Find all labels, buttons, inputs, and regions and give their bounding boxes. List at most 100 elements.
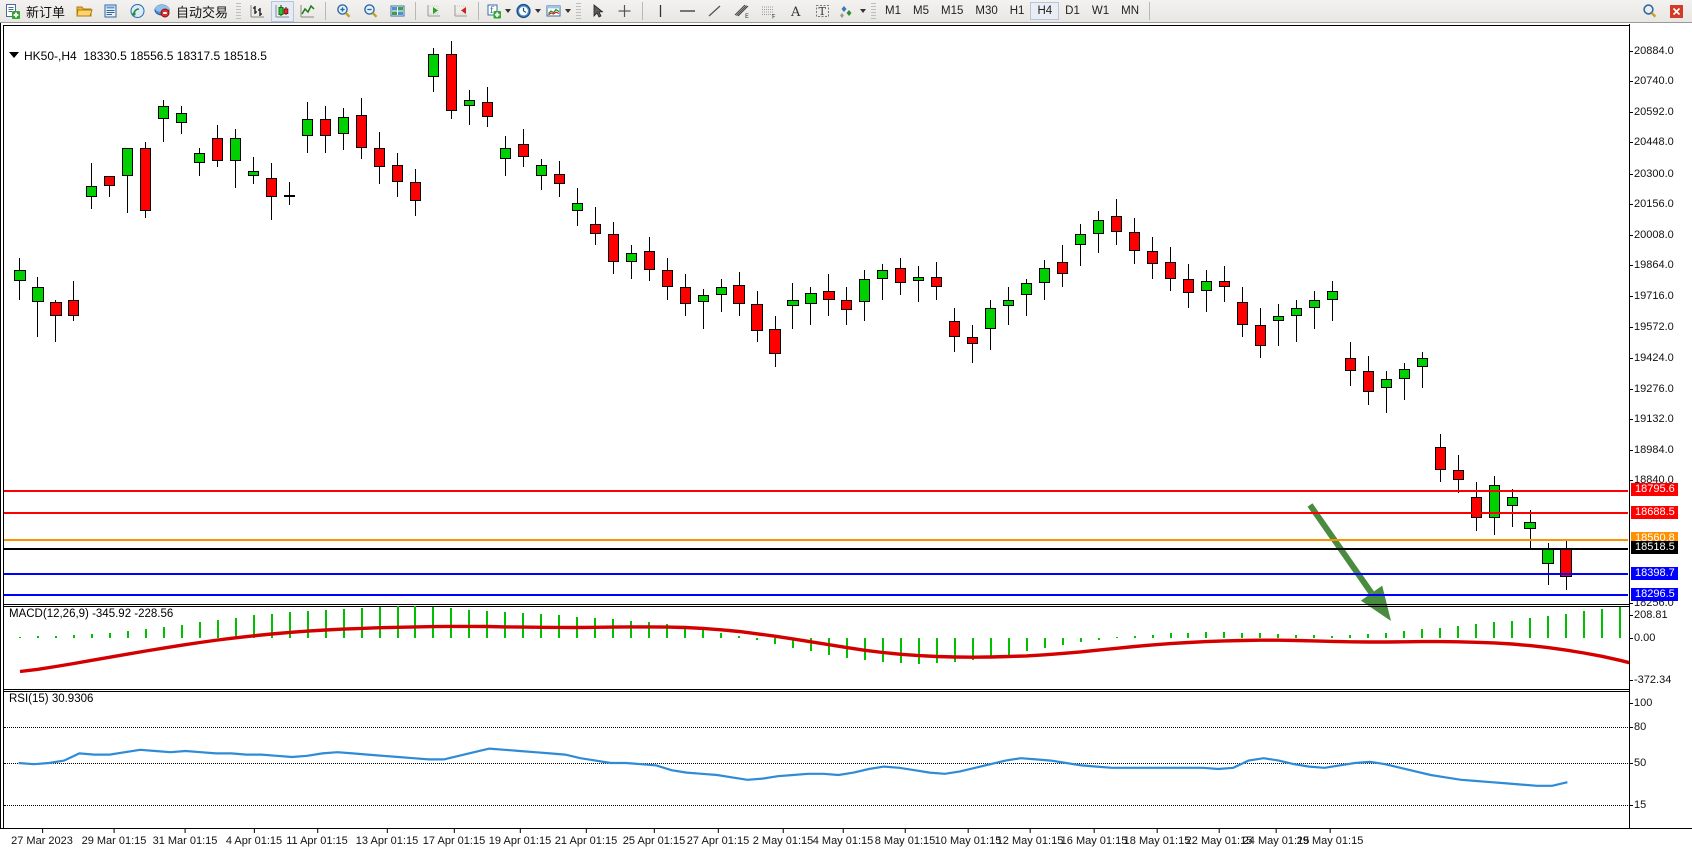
timeframe-w1[interactable]: W1 <box>1091 5 1110 17</box>
candlestick <box>1506 23 1518 623</box>
search-button[interactable] <box>1636 1 1663 22</box>
time-axis-tick: 18 May 01:15 <box>1123 828 1191 847</box>
price-level-line-support[interactable] <box>4 594 1628 597</box>
candle-wick <box>1080 223 1082 266</box>
candlestick <box>481 23 493 623</box>
candlestick-chart-button[interactable] <box>271 0 295 22</box>
timeframe-h1[interactable]: H1 <box>1009 5 1025 17</box>
price-scale[interactable]: 20884.0 20740.0 20592.0 20448.0 20300.0 20156… <box>1629 24 1692 858</box>
candle-wick <box>1511 488 1513 527</box>
candle-body <box>320 118 332 136</box>
price-level-line-pivot[interactable] <box>4 538 1628 541</box>
shapes-button[interactable] <box>836 1 868 22</box>
shapes-dropdown-caret[interactable] <box>860 9 867 13</box>
line-chart-button[interactable] <box>294 1 321 22</box>
cursor-button[interactable] <box>584 1 611 22</box>
candlestick <box>859 23 871 623</box>
templates-dropdown-caret[interactable] <box>565 9 572 13</box>
timeframe-d1[interactable]: D1 <box>1065 5 1080 17</box>
macd-histogram-bar <box>1187 632 1190 638</box>
timeframe-m5[interactable]: M5 <box>913 5 929 17</box>
candlestick <box>463 23 475 623</box>
autoscroll-button[interactable] <box>420 1 447 22</box>
time-axis[interactable]: 27 Mar 2023 29 Mar 01:15 31 Mar 01:15 4 Apr… <box>0 828 1692 859</box>
candle-body <box>1416 358 1428 367</box>
signals-icon <box>130 4 145 18</box>
price-level-label-resistance[interactable]: 18688.5 <box>1631 505 1678 519</box>
toolbar-grip-3[interactable] <box>871 2 877 20</box>
equidistant-channel-button[interactable]: E <box>728 1 755 22</box>
time-axis-tick: 27 Mar 2023 <box>11 828 73 847</box>
price-level-line-support[interactable] <box>4 573 1628 576</box>
macd-histogram-bar <box>1439 627 1442 638</box>
candle-body <box>1344 358 1356 372</box>
bar-chart-button[interactable] <box>244 1 271 22</box>
macd-histogram-bar <box>198 622 201 638</box>
time-axis-tick: 8 May 01:15 <box>874 828 936 847</box>
macd-rsi-separator <box>3 689 1630 690</box>
chart-menu-triangle-icon[interactable] <box>9 52 19 58</box>
chart-grid-button[interactable] <box>384 1 411 22</box>
price-level-line-resistance[interactable] <box>4 512 1628 515</box>
price-level-label-support[interactable]: 18398.7 <box>1631 566 1678 580</box>
price-level-line-resistance[interactable] <box>4 489 1628 492</box>
toolbar-grip[interactable] <box>236 2 242 20</box>
candle-body <box>1128 232 1141 252</box>
price-level-label-current[interactable]: 18518.5 <box>1631 541 1678 555</box>
candlestick <box>355 23 368 623</box>
candle-body <box>355 114 368 149</box>
macd-histogram-bar <box>612 618 615 638</box>
periods-button[interactable] <box>513 1 543 22</box>
templates-button[interactable] <box>543 1 573 22</box>
candle-body <box>1380 379 1392 388</box>
signals-button[interactable] <box>124 1 151 22</box>
candlestick <box>715 23 727 623</box>
open-file-button[interactable] <box>70 1 97 22</box>
chart-canvas[interactable]: HK50-,H4 18330.5 18556.5 18317.5 18518.5… <box>0 23 1692 858</box>
candle-body <box>1254 324 1266 346</box>
auto-trading-button[interactable]: 自动交易 <box>151 1 233 22</box>
trendline-button[interactable] <box>701 1 728 22</box>
candlestick <box>1560 23 1572 623</box>
candle-wick <box>1529 509 1531 548</box>
text-button[interactable]: A <box>782 1 809 22</box>
search-icon <box>1643 4 1657 18</box>
terminal-button[interactable] <box>97 1 124 22</box>
macd-histogram-bar <box>1403 631 1406 638</box>
vertical-line-button[interactable] <box>647 1 674 22</box>
candle-body <box>1272 316 1284 321</box>
timeframe-m1[interactable]: M1 <box>885 5 902 17</box>
candle-body <box>176 112 188 124</box>
price-level-label-resistance[interactable]: 18795.6 <box>1631 483 1678 497</box>
horizontal-line-button[interactable] <box>674 1 701 22</box>
indicators-button[interactable]: f <box>483 1 513 22</box>
indicators-dropdown-caret[interactable] <box>505 9 512 13</box>
timeframe-h4[interactable]: H4 <box>1030 2 1060 20</box>
macd-histogram-bar <box>486 610 489 638</box>
price-level-label-support[interactable]: 18296.5 <box>1631 587 1678 601</box>
chart-shift-button[interactable] <box>447 1 474 22</box>
text-label-button[interactable]: T <box>809 1 836 22</box>
crosshair-button[interactable] <box>611 1 638 22</box>
window-close-button[interactable] <box>1663 1 1690 22</box>
candle-body <box>1326 291 1338 300</box>
timeframe-m15[interactable]: M15 <box>941 5 964 17</box>
timeframe-mn[interactable]: MN <box>1121 5 1139 17</box>
candlestick <box>1128 23 1141 623</box>
macd-histogram-bar <box>1223 632 1226 638</box>
periods-dropdown-caret[interactable] <box>535 9 542 13</box>
candlestick <box>122 23 134 623</box>
candlestick <box>1488 23 1500 623</box>
zoom-out-button[interactable] <box>357 1 384 22</box>
zoom-in-button[interactable] <box>330 1 357 22</box>
price-level-line-current[interactable] <box>4 547 1628 550</box>
candle-wick <box>37 276 39 338</box>
timeframe-m30[interactable]: M30 <box>975 5 998 17</box>
new-order-button[interactable]: 新订单 <box>2 1 70 22</box>
fibonacci-button[interactable]: F <box>755 1 782 22</box>
candle-body <box>931 276 943 287</box>
macd-histogram-bar <box>720 632 723 638</box>
candle-wick <box>289 181 291 206</box>
candlestick <box>625 23 637 623</box>
toolbar-grip-2[interactable] <box>576 2 582 20</box>
